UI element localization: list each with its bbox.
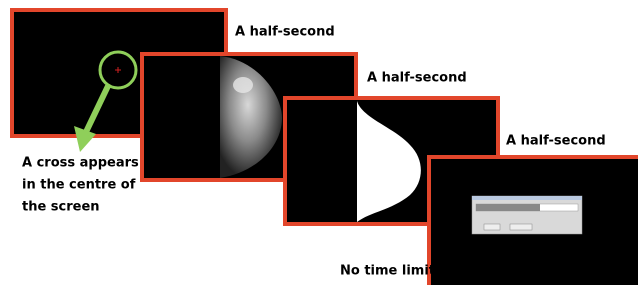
dense-tissue <box>233 77 253 93</box>
step-duration: No time limit <box>340 264 435 279</box>
annotation-line: the screen <box>22 200 100 215</box>
step-duration: A half-second <box>367 71 467 86</box>
annotation-line: A cross appears <box>22 156 139 171</box>
step-duration: A half-second <box>235 25 335 40</box>
slider-fill <box>476 204 540 211</box>
procedure-diagram: A half-second A half-second A half-secon… <box>0 0 638 285</box>
step-duration: A half-second <box>506 134 606 149</box>
button <box>484 224 500 230</box>
button <box>510 224 532 230</box>
screen-rating <box>429 157 638 285</box>
annotation-line: in the centre of <box>22 178 136 193</box>
dialog-titlebar <box>472 196 582 200</box>
